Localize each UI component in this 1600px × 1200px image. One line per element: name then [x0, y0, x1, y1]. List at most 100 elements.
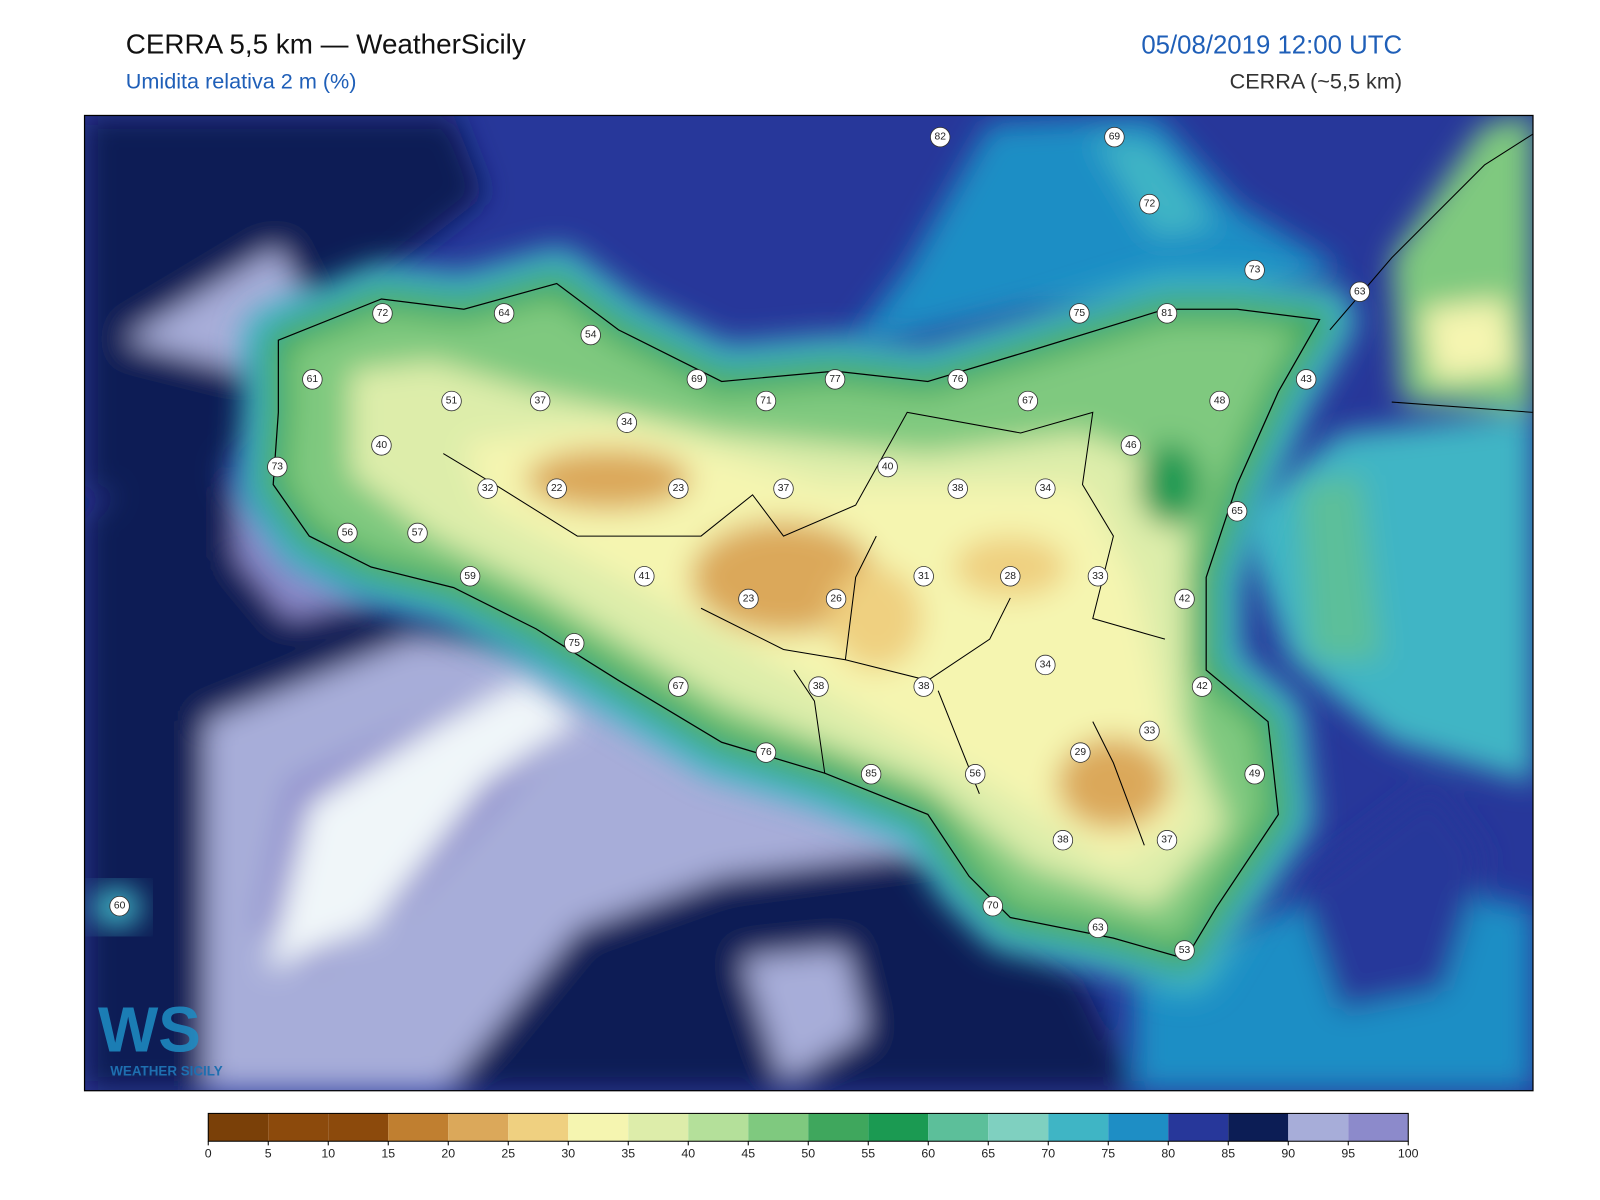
station-value: 29	[1075, 747, 1087, 758]
station-marker	[580, 324, 601, 346]
station-value: 34	[1040, 659, 1052, 670]
station-marker	[634, 566, 655, 587]
colorbar-label: 25	[501, 1147, 515, 1161]
station-value: 51	[446, 396, 458, 407]
station-marker	[1156, 303, 1178, 324]
colorbar-box	[208, 1113, 269, 1142]
station-marker	[982, 895, 1003, 917]
station-value: 76	[952, 374, 964, 385]
station-value: 85	[865, 769, 877, 780]
colorbar-box	[508, 1113, 569, 1142]
colorbar-box	[328, 1113, 389, 1142]
station-value: 63	[1092, 922, 1104, 933]
station-value: 28	[1005, 571, 1017, 582]
colorbar-box	[628, 1113, 689, 1142]
station-marker	[1139, 193, 1160, 215]
station-marker	[1244, 259, 1265, 281]
station-value: 67	[673, 681, 685, 692]
colorbar-label: 60	[921, 1147, 935, 1161]
station-value: 56	[342, 527, 354, 538]
station-marker	[109, 895, 130, 917]
station-value: 59	[464, 571, 476, 582]
station-marker	[860, 764, 882, 785]
station-marker	[407, 522, 428, 544]
colorbar-box	[928, 1113, 989, 1142]
station-value: 41	[639, 571, 651, 582]
station-marker	[1104, 126, 1125, 148]
colorbar-box	[868, 1113, 929, 1142]
station-value: 43	[1300, 374, 1312, 385]
colorbar-label: 15	[381, 1147, 395, 1161]
colorbar-label: 30	[561, 1147, 575, 1161]
colorbar-label: 65	[981, 1147, 995, 1161]
station-marker	[1052, 830, 1074, 851]
colorbar-label: 40	[681, 1147, 695, 1161]
colorbar-label: 45	[741, 1147, 755, 1161]
colorbar-label: 10	[321, 1147, 335, 1161]
station-value: 72	[377, 308, 389, 319]
station-marker	[668, 676, 689, 697]
colorbar-box	[1168, 1113, 1229, 1142]
station-value: 46	[1125, 440, 1137, 451]
colorbar-label: 35	[621, 1147, 635, 1161]
station-marker	[1120, 435, 1142, 456]
station-marker	[1295, 369, 1317, 390]
colorbar-label: 80	[1161, 1147, 1175, 1161]
station-value: 76	[760, 747, 772, 758]
logo-text: WEATHER SICILY	[110, 1063, 222, 1078]
station-value: 31	[918, 571, 930, 582]
station-marker	[1349, 281, 1370, 302]
colorbar-label: 75	[1101, 1147, 1115, 1161]
colorbar-label: 50	[801, 1147, 815, 1161]
station-value: 69	[1109, 132, 1121, 143]
station-marker	[1087, 917, 1109, 939]
station-marker	[372, 303, 393, 324]
station-value: 26	[830, 593, 842, 604]
station-marker	[1017, 390, 1039, 412]
station-value: 54	[585, 330, 597, 341]
station-marker	[337, 522, 358, 544]
logo-mark: WS	[98, 994, 201, 1066]
station-marker	[913, 566, 934, 587]
colorbar-label: 90	[1281, 1147, 1295, 1161]
station-marker	[1191, 676, 1213, 697]
station-value: 38	[1057, 835, 1069, 846]
station-value: 38	[813, 681, 825, 692]
station-value: 38	[952, 483, 964, 494]
station-marker	[441, 390, 462, 412]
colorbar-label: 85	[1221, 1147, 1235, 1161]
station-marker	[302, 369, 323, 390]
station-marker	[1000, 566, 1021, 587]
station-value: 65	[1231, 506, 1243, 517]
station-marker	[738, 588, 759, 610]
station-marker	[371, 435, 392, 456]
station-value: 70	[987, 901, 999, 912]
station-value: 67	[1022, 396, 1034, 407]
station-value: 81	[1161, 308, 1173, 319]
colorbar-box	[988, 1113, 1049, 1142]
colorbar-box	[1288, 1113, 1349, 1142]
station-value: 64	[498, 308, 510, 319]
station-marker	[947, 369, 968, 390]
station-marker	[755, 390, 777, 412]
colorbar-box	[688, 1113, 749, 1142]
datetime: 05/08/2019 12:00 UTC	[1141, 32, 1402, 60]
station-value: 53	[1179, 945, 1191, 956]
station-value: 61	[307, 374, 319, 385]
station-marker	[755, 742, 777, 763]
station-value: 23	[743, 593, 755, 604]
colorbar-box	[268, 1113, 329, 1142]
colorbar-box	[568, 1113, 629, 1142]
station-value: 42	[1196, 681, 1208, 692]
colorbar-box	[448, 1113, 509, 1142]
map-field	[84, 115, 1533, 1091]
subtitle: Umidita relativa 2 m (%)	[126, 69, 357, 94]
station-marker	[267, 456, 288, 478]
title: CERRA 5,5 km — WeatherSicily	[126, 29, 526, 60]
station-value: 42	[1179, 593, 1191, 604]
colorbar-label: 100	[1398, 1147, 1419, 1161]
station-value: 38	[918, 681, 930, 692]
